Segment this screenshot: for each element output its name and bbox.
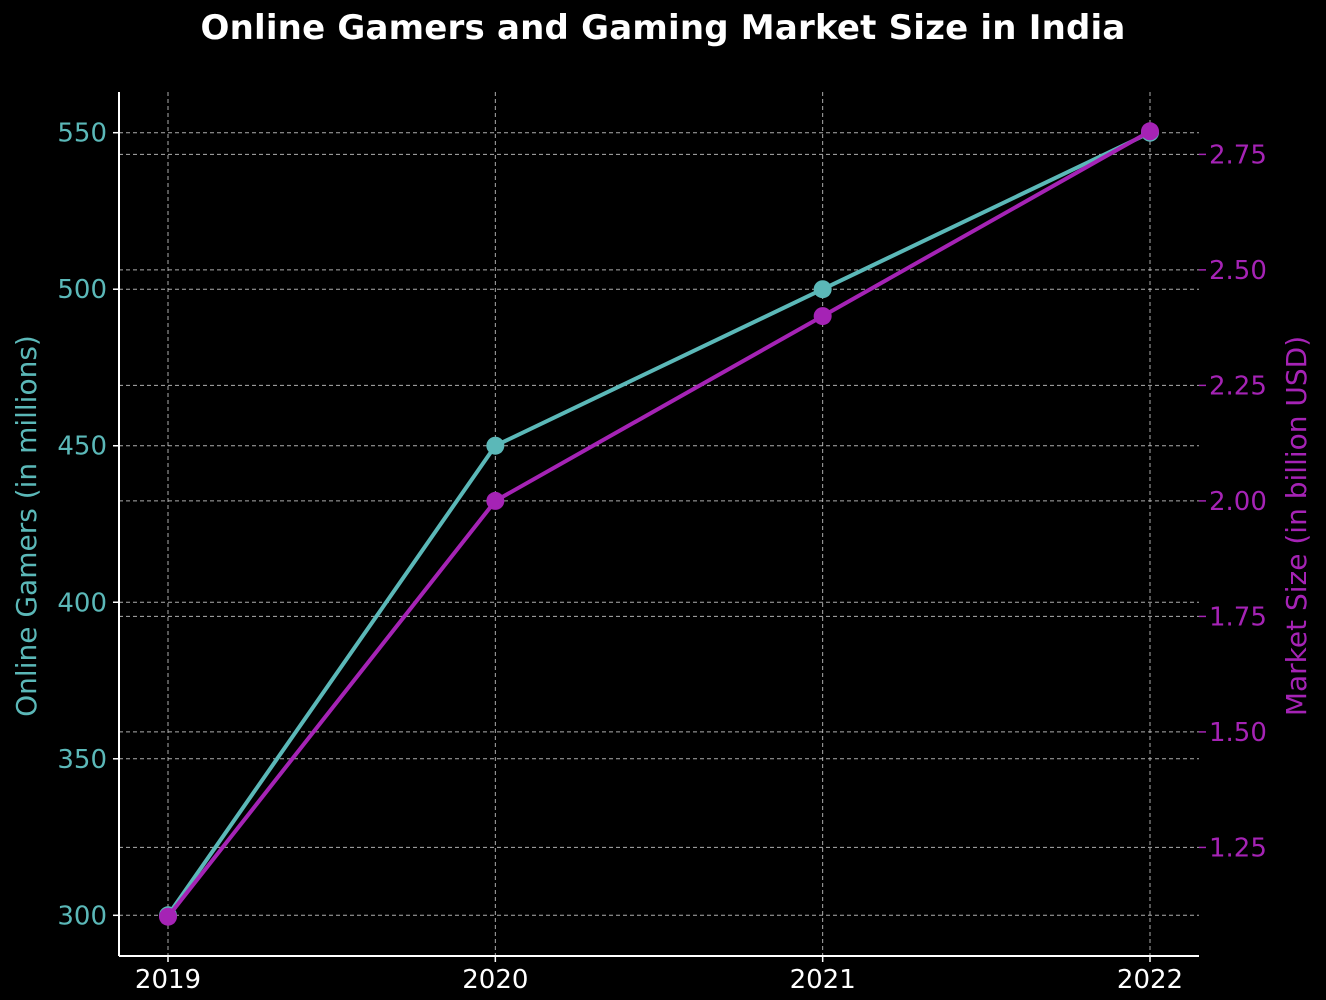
x-tick-label: 2019 xyxy=(135,965,201,995)
right-tick-label: 1.50 xyxy=(1209,718,1267,748)
left-tick-label: 400 xyxy=(57,588,107,618)
right-tick-label: 1.75 xyxy=(1209,602,1267,632)
left-tick-label: 550 xyxy=(57,119,107,149)
series-1-point xyxy=(486,436,505,455)
series-1-point xyxy=(813,280,832,299)
axes xyxy=(113,92,1206,962)
chart-title: Online Gamers and Gaming Market Size in … xyxy=(200,8,1126,48)
left-tick-label: 450 xyxy=(57,432,107,462)
right-tick-label: 2.00 xyxy=(1209,487,1267,517)
series-2-point xyxy=(159,907,177,926)
left-tick-label: 300 xyxy=(57,901,107,931)
left-axis-label: Online Gamers (in millions) xyxy=(10,335,43,717)
tick-labels: 2019 2020 2021 2022 300 350 400 450 500 550 1.25 1.… xyxy=(57,119,1267,995)
right-axis-label: Market Size (in billion USD) xyxy=(1280,336,1313,716)
series-line-2 xyxy=(166,129,1151,918)
right-tick-label: 2.25 xyxy=(1209,371,1267,401)
series-2-point xyxy=(1141,122,1159,141)
series-line-1 xyxy=(166,130,1151,917)
right-tick-label: 2.50 xyxy=(1209,256,1267,286)
axis-labels: Online Gamers (in millions) Market Size (… xyxy=(10,335,1313,717)
grid-lines xyxy=(119,92,1199,956)
left-tick-label: 500 xyxy=(57,275,107,305)
x-tick-label: 2021 xyxy=(790,965,856,995)
right-tick-label: 2.75 xyxy=(1209,140,1267,170)
series-2-point xyxy=(486,491,505,510)
series-lines xyxy=(159,122,1159,926)
right-tick-label: 1.25 xyxy=(1209,833,1267,863)
x-tick-label: 2020 xyxy=(462,965,528,995)
left-tick-label: 350 xyxy=(57,745,107,775)
x-tick-label: 2022 xyxy=(1117,965,1183,995)
series-2-point xyxy=(813,307,832,326)
